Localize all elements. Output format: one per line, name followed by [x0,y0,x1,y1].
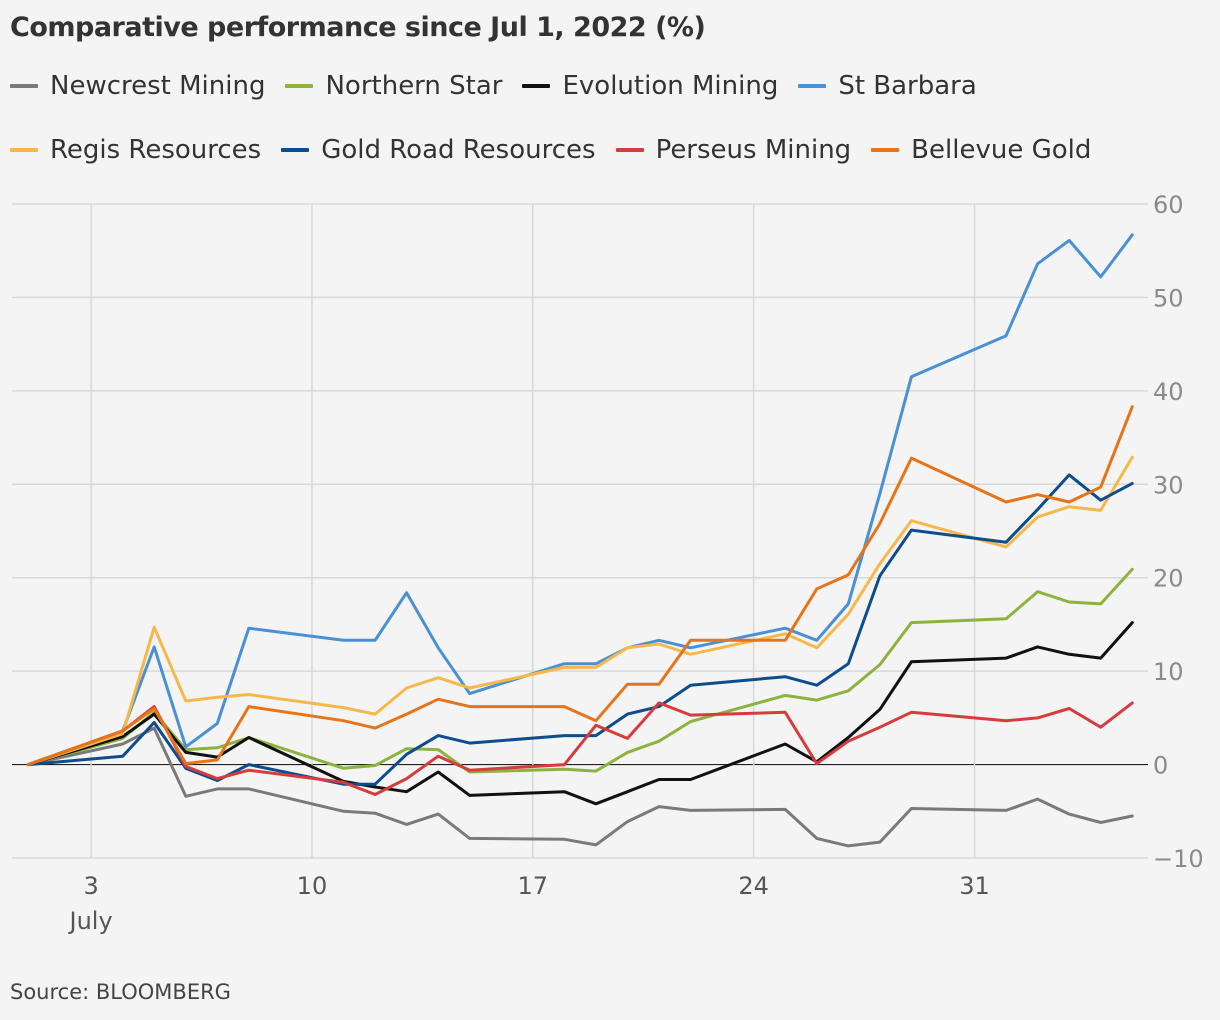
legend-item: Regis Resources [10,134,261,166]
x-tick-label: 31 [959,872,990,900]
legend-label: Perseus Mining [655,135,852,165]
y-tick-label: 40 [1153,378,1184,406]
series-line-northern-star [26,567,1134,774]
y-tick-label: −10 [1153,845,1204,873]
x-tick-label: 3 [83,872,98,900]
legend-item: Gold Road Resources [281,134,596,166]
legend-item: Bellevue Gold [871,134,1091,166]
legend-item: St Barbara [798,70,977,102]
x-tick-label: 24 [738,872,769,900]
legend-label: Gold Road Resources [321,135,596,165]
x-tick-label: 10 [297,872,328,900]
y-tick-label: 20 [1153,565,1184,593]
series-line-regis-resources [26,455,1134,767]
y-tick-label: 50 [1153,284,1184,312]
legend-swatch [10,148,38,152]
legend-swatch [522,84,551,88]
series-line-perseus-mining [26,701,1134,796]
legend-swatch [798,84,827,88]
legend-item: Perseus Mining [615,134,852,166]
legend-swatch [285,84,314,88]
legend-swatch [871,148,900,152]
legend-swatch [10,84,38,88]
series-line-gold-road-resources [26,473,1134,786]
x-month-label: July [68,907,113,935]
legend-label: Northern Star [325,71,503,101]
chart-legend: Newcrest Mining Northern Star Evolution Mi… [10,70,1190,166]
legend-label: Bellevue Gold [911,135,1092,165]
y-tick-label: 30 [1153,471,1184,499]
legend-label: Newcrest Mining [50,71,266,101]
legend-item: Newcrest Mining [10,70,265,102]
chart-title: Comparative performance since Jul 1, 202… [10,12,706,43]
legend-label: Regis Resources [50,135,262,165]
series-line-st-barbara [26,233,1134,767]
legend-swatch [281,148,310,152]
legend-item: Northern Star [285,70,502,102]
y-tick-label: 0 [1153,752,1168,780]
x-tick-label: 17 [518,872,549,900]
y-tick-label: 60 [1153,191,1184,219]
legend-label: St Barbara [838,71,977,101]
legend-swatch [615,148,644,152]
series-line-newcrest-mining [26,726,1134,848]
series-line-bellevue-gold [26,405,1134,767]
y-tick-label: 10 [1153,658,1184,686]
legend-item: Evolution Mining [522,70,778,102]
source-note: Source: BLOOMBERG [10,980,231,1004]
legend-label: Evolution Mining [562,71,779,101]
